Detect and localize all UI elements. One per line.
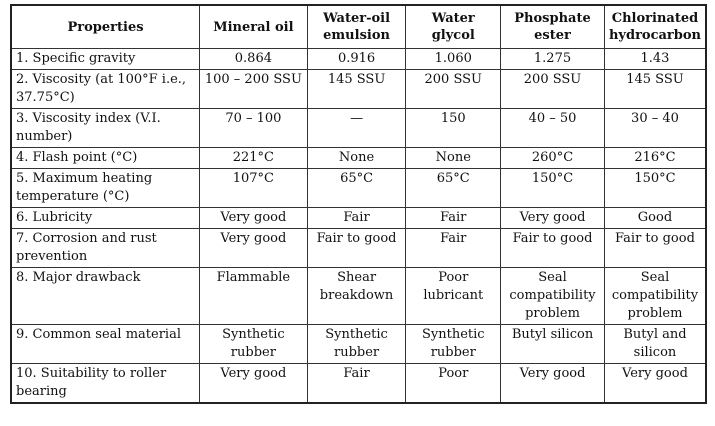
value-cell: Fair — [306, 207, 407, 229]
header-water-glycol: Water glycol — [405, 4, 502, 49]
value-cell: None — [306, 147, 407, 169]
table-row: 10. Suitability to roller bearing Very g… — [10, 363, 707, 404]
value-cell: None — [405, 147, 502, 169]
table-row: 1. Specific gravity 0.864 0.916 1.060 1.… — [10, 48, 707, 70]
value-cell: 100 – 200 SSU — [199, 69, 308, 109]
value-cell: 145 SSU — [306, 69, 407, 109]
value-cell: 65°C — [405, 168, 502, 208]
value-cell: 1.060 — [405, 48, 502, 70]
header-phosphate-ester: Phosphate ester — [500, 4, 605, 49]
value-cell: Flammable — [199, 267, 308, 325]
property-cell: 3. Viscosity index (V.I. number) — [10, 108, 201, 148]
value-cell: Butyl and silicon — [603, 324, 707, 364]
header-water-oil-emulsion: Water-oil emulsion — [306, 4, 407, 49]
value-cell: Synthetic rubber — [306, 324, 407, 364]
value-cell: 150°C — [603, 168, 707, 208]
value-cell: 260°C — [500, 147, 605, 169]
hydraulic-fluid-properties-table: Properties Mineral oil Water-oil emulsio… — [10, 4, 707, 404]
value-cell: Poor lubricant — [405, 267, 502, 325]
value-cell: — — [306, 108, 407, 148]
property-cell: 8. Major drawback — [10, 267, 201, 325]
value-cell: Fair — [405, 207, 502, 229]
value-cell: Very good — [199, 363, 308, 404]
value-cell: Very good — [500, 207, 605, 229]
table-row: 9. Common seal material Synthetic rubber… — [10, 324, 707, 364]
table-row: 2. Viscosity (at 100°F i.e., 37.75°C) 10… — [10, 69, 707, 109]
value-cell: Seal compatibility problem — [603, 267, 707, 325]
value-cell: 40 – 50 — [500, 108, 605, 148]
header-properties: Properties — [10, 4, 201, 49]
value-cell: Very good — [199, 207, 308, 229]
value-cell: Synthetic rubber — [199, 324, 308, 364]
value-cell: Very good — [199, 228, 308, 268]
property-cell: 6. Lubricity — [10, 207, 201, 229]
value-cell: 145 SSU — [603, 69, 707, 109]
value-cell: 150°C — [500, 168, 605, 208]
table-row: 8. Major drawback Flammable Shear breakd… — [10, 267, 707, 325]
property-cell: 2. Viscosity (at 100°F i.e., 37.75°C) — [10, 69, 201, 109]
property-cell: 7. Corrosion and rust prevention — [10, 228, 201, 268]
value-cell: 1.275 — [500, 48, 605, 70]
value-cell: 0.916 — [306, 48, 407, 70]
value-cell: Synthetic rubber — [405, 324, 502, 364]
value-cell: Fair to good — [306, 228, 407, 268]
table-row: 6. Lubricity Very good Fair Fair Very go… — [10, 207, 707, 229]
value-cell: 65°C — [306, 168, 407, 208]
table-row: 5. Maximum heating temperature (°C) 107°… — [10, 168, 707, 208]
value-cell: Seal compatibility problem — [500, 267, 605, 325]
value-cell: 221°C — [199, 147, 308, 169]
property-cell: 4. Flash point (°C) — [10, 147, 201, 169]
property-cell: 1. Specific gravity — [10, 48, 201, 70]
value-cell: 0.864 — [199, 48, 308, 70]
value-cell: 107°C — [199, 168, 308, 208]
value-cell: 216°C — [603, 147, 707, 169]
property-cell: 10. Suitability to roller bearing — [10, 363, 201, 404]
value-cell: Fair to good — [603, 228, 707, 268]
value-cell: 70 – 100 — [199, 108, 308, 148]
table-row: 7. Corrosion and rust prevention Very go… — [10, 228, 707, 268]
header-chlorinated-hydrocarbon: Chlorinated hydrocarbon — [603, 4, 707, 49]
header-row: Properties Mineral oil Water-oil emulsio… — [10, 4, 707, 49]
table-row: 3. Viscosity index (V.I. number) 70 – 10… — [10, 108, 707, 148]
header-mineral-oil: Mineral oil — [199, 4, 308, 49]
value-cell: Very good — [500, 363, 605, 404]
value-cell: Fair — [405, 228, 502, 268]
value-cell: Fair — [306, 363, 407, 404]
value-cell: 1.43 — [603, 48, 707, 70]
value-cell: 30 – 40 — [603, 108, 707, 148]
property-cell: 5. Maximum heating temperature (°C) — [10, 168, 201, 208]
value-cell: Fair to good — [500, 228, 605, 268]
value-cell: 150 — [405, 108, 502, 148]
value-cell: 200 SSU — [405, 69, 502, 109]
value-cell: 200 SSU — [500, 69, 605, 109]
table-row: 4. Flash point (°C) 221°C None None 260°… — [10, 147, 707, 169]
property-cell: 9. Common seal material — [10, 324, 201, 364]
value-cell: Good — [603, 207, 707, 229]
value-cell: Shear breakdown — [306, 267, 407, 325]
value-cell: Poor — [405, 363, 502, 404]
value-cell: Very good — [603, 363, 707, 404]
value-cell: Butyl silicon — [500, 324, 605, 364]
